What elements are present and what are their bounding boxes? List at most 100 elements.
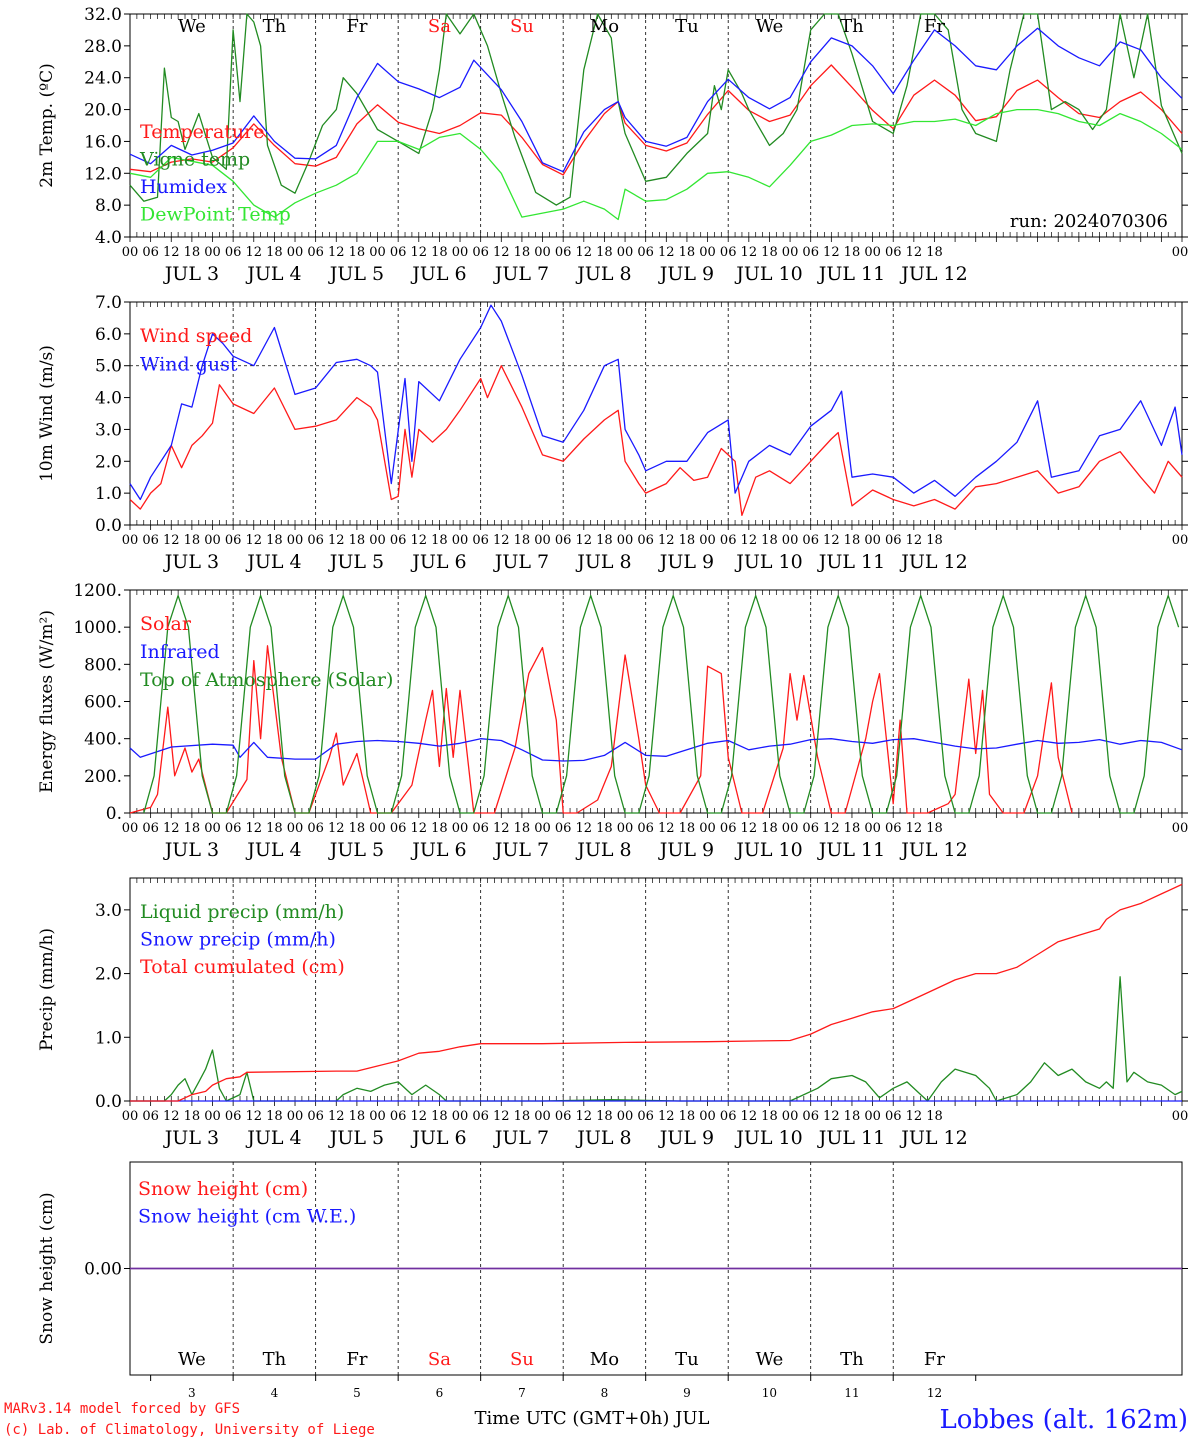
- hour-label: 18: [349, 821, 366, 836]
- date-label: JUL 12: [899, 263, 967, 285]
- hour-label: 06: [390, 533, 407, 548]
- legend-entry: Wind gust: [140, 354, 238, 376]
- hour-label: 06: [307, 821, 324, 836]
- hour-label: 00: [699, 533, 716, 548]
- hour-label: 00: [534, 821, 551, 836]
- y-tick-label: 28.0: [84, 37, 122, 57]
- y-tick-label: 6.0: [95, 325, 122, 345]
- hour-label: 18: [266, 533, 283, 548]
- y-tick-label: 24.0: [84, 69, 122, 89]
- hour-label: 06: [225, 533, 242, 548]
- hour-label: 12: [493, 533, 510, 548]
- day-number-label: 9: [683, 1386, 691, 1400]
- hour-label: 00: [452, 533, 469, 548]
- plot-frame: [129, 301, 1183, 526]
- date-label: JUL 3: [163, 551, 219, 573]
- hour-label: 18: [431, 245, 448, 260]
- date-label: JUL 9: [658, 263, 714, 285]
- legend-entry: Wind speed: [140, 325, 252, 347]
- hour-label: 06: [720, 245, 737, 260]
- hour-label: 00: [1172, 533, 1189, 548]
- hour-label: 06: [802, 821, 819, 836]
- panel-snow: 0.00 Snow height (cm) Snow height (cm) Snow…: [37, 1161, 1188, 1400]
- date-label: JUL 3: [163, 263, 219, 285]
- weekday-label: Tu: [675, 16, 699, 37]
- weekday-label: We: [178, 1349, 206, 1370]
- hour-label: 06: [637, 533, 654, 548]
- hour-label: 00: [1172, 245, 1189, 260]
- hour-label: 12: [245, 821, 262, 836]
- hour-label: 12: [411, 1109, 428, 1124]
- hour-label: 00: [617, 1109, 634, 1124]
- hour-label: 00: [782, 1109, 799, 1124]
- date-label: JUL 11: [817, 1127, 885, 1149]
- date-label: JUL 8: [575, 1127, 631, 1149]
- y-tick-label: 2.0: [95, 452, 122, 472]
- y-tick-label: 5.0: [95, 357, 122, 377]
- hour-label: 18: [431, 1109, 448, 1124]
- hour-label: 00: [617, 533, 634, 548]
- hour-label: 18: [596, 821, 613, 836]
- hour-label: 18: [349, 245, 366, 260]
- day-number-label: 5: [353, 1386, 361, 1400]
- hour-label: 12: [741, 821, 758, 836]
- panels: 4.08.012.016.020.024.028.032.02m Temp. (…: [37, 5, 1188, 1400]
- hour-label: 06: [885, 821, 902, 836]
- hour-label: 00: [534, 245, 551, 260]
- hour-label: 00: [287, 1109, 304, 1124]
- day-number-label: 8: [601, 1386, 609, 1400]
- hour-label: 18: [679, 533, 696, 548]
- hour-label: 00: [699, 245, 716, 260]
- hour-label: 18: [596, 533, 613, 548]
- y-tick-label: 200.: [84, 767, 122, 787]
- panel-precip: 0.0 1.0 2.0 3.0 Precip (mm/h) Liquid precip (…: [37, 877, 1188, 1149]
- location-label: Lobbes (alt. 162m): [939, 1405, 1188, 1435]
- series-line-solar: [129, 645, 1073, 814]
- hour-label: 12: [328, 821, 345, 836]
- hour-label: 12: [741, 533, 758, 548]
- hour-label: 06: [885, 533, 902, 548]
- legend-entry: Humidex: [140, 176, 227, 198]
- hour-label: 18: [184, 1109, 201, 1124]
- legend-entry: Top of Atmosphere (Solar): [140, 669, 393, 691]
- date-label: JUL 7: [493, 1127, 549, 1149]
- series-line-dewpoint-temp: [129, 108, 1183, 221]
- hour-label: 12: [906, 245, 923, 260]
- hour-label: 06: [802, 245, 819, 260]
- hour-label: 06: [225, 821, 242, 836]
- hour-label: 06: [802, 1109, 819, 1124]
- hour-label: 12: [741, 245, 758, 260]
- hour-label: 12: [658, 821, 675, 836]
- legend-entry: Vigne temp: [139, 149, 250, 171]
- weekday-label: Su: [510, 1349, 534, 1370]
- hour-label: 12: [906, 533, 923, 548]
- date-label: JUL 12: [899, 1127, 967, 1149]
- y-tick-label: 0.0: [95, 1092, 122, 1112]
- hour-label: 06: [720, 821, 737, 836]
- y-tick-label: 3.0: [95, 420, 122, 440]
- hour-label: 00: [369, 533, 386, 548]
- hour-label: 18: [514, 533, 531, 548]
- hour-label: 06: [637, 1109, 654, 1124]
- footer-model: MARv3.14 model forced by GFS: [4, 1401, 240, 1417]
- panel-temp: 4.0 8.0 12.0 16.0 20.0 24.0 28.0 32.0 2m Temp. (…: [37, 5, 1188, 285]
- hour-label: 06: [637, 245, 654, 260]
- weekday-label: Sa: [428, 16, 451, 37]
- hour-label: 12: [906, 821, 923, 836]
- hour-label: 06: [720, 1109, 737, 1124]
- hour-label: 12: [328, 245, 345, 260]
- hour-label: 06: [802, 533, 819, 548]
- weekday-label: Sa: [428, 1349, 451, 1370]
- hour-label: 00: [864, 245, 881, 260]
- hour-label: 12: [493, 1109, 510, 1124]
- hour-label: 12: [411, 821, 428, 836]
- hour-label: 12: [823, 533, 840, 548]
- hour-label: 00: [864, 821, 881, 836]
- hour-label: 06: [307, 533, 324, 548]
- hour-label: 06: [142, 533, 159, 548]
- date-label: JUL 5: [328, 1127, 384, 1149]
- hour-label: 18: [844, 533, 861, 548]
- hour-label: 12: [576, 1109, 593, 1124]
- plot-frame: [129, 13, 1183, 238]
- hour-label: 12: [411, 533, 428, 548]
